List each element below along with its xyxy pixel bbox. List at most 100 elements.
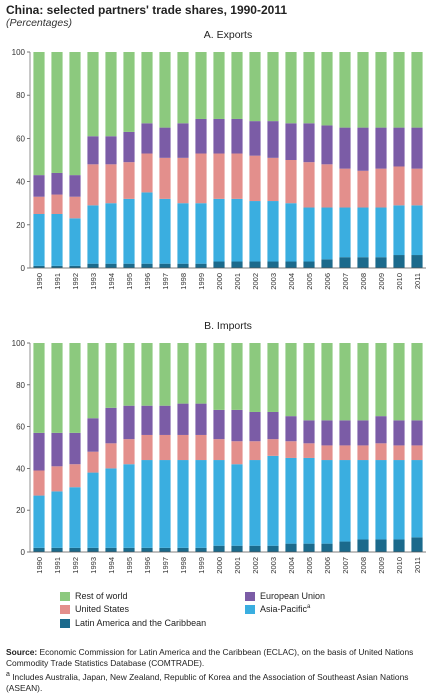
- exports-bar-2004-united-states: [285, 160, 297, 204]
- exports-bar-2004-european-union: [285, 123, 297, 160]
- exports-xtick-label-1996: 1996: [143, 273, 152, 290]
- exports-bar-1990-latin-america-and-the-caribbean: [33, 265, 45, 268]
- exports-bar-2003-united-states: [267, 157, 279, 202]
- imports-bar-2004-latin-america-and-the-caribbean: [285, 543, 297, 552]
- imports-bar-2006-latin-america-and-the-caribbean: [321, 543, 333, 552]
- imports-bar-2010-latin-america-and-the-caribbean: [393, 539, 405, 552]
- legend-label-asia-pacific: Asia-Pacifica: [260, 604, 311, 614]
- imports-bar-2001-rest-of-world: [231, 343, 243, 410]
- exports-bar-1990-asia-pacific: [33, 214, 45, 266]
- imports-bar-2005-asia-pacific: [303, 457, 315, 544]
- imports-bar-2010-united-states: [393, 445, 405, 461]
- imports-bar-1994-asia-pacific: [105, 468, 117, 548]
- exports-bar-1992-united-states: [69, 196, 81, 219]
- exports-bar-1997-latin-america-and-the-caribbean: [159, 263, 171, 268]
- legend-label-rest-of-world: Rest of world: [75, 591, 128, 601]
- imports-bar-2003-latin-america-and-the-caribbean: [267, 545, 279, 552]
- exports-bar-2000-united-states: [213, 153, 225, 199]
- source-note: Source: Economic Commission for Latin Am…: [6, 647, 428, 669]
- exports-bar-1999-rest-of-world: [195, 52, 207, 119]
- imports-bar-2005-european-union: [303, 420, 315, 444]
- exports-bar-1993-latin-america-and-the-caribbean: [87, 263, 99, 268]
- exports-xtick-label-1993: 1993: [89, 273, 98, 290]
- imports-bar-1992-european-union: [69, 432, 81, 465]
- exports-bar-1993-asia-pacific: [87, 205, 99, 264]
- imports-xtick-label-2007: 2007: [341, 557, 350, 574]
- exports-xtick-label-1997: 1997: [161, 273, 170, 290]
- imports-bar-2009-united-states: [375, 443, 387, 461]
- footnote: a Includes Australia, Japan, New Zealand…: [6, 669, 428, 694]
- exports-bar-2004-rest-of-world: [285, 52, 297, 124]
- imports-bar-2005-latin-america-and-the-caribbean: [303, 543, 315, 552]
- imports-bar-2010-asia-pacific: [393, 460, 405, 540]
- exports-xtick-label-1999: 1999: [197, 273, 206, 290]
- exports-bar-2008-united-states: [357, 170, 369, 208]
- imports-bar-1995-united-states: [123, 439, 135, 465]
- imports-bar-1993-rest-of-world: [87, 343, 99, 419]
- imports-bar-1993-united-states: [87, 451, 99, 473]
- imports-bar-2010-european-union: [393, 420, 405, 446]
- exports-bar-2006-latin-america-and-the-caribbean: [321, 259, 333, 268]
- legend-marker-asia-pacific: a: [307, 604, 311, 610]
- imports-bar-1996-asia-pacific: [141, 460, 153, 548]
- exports-bar-1991-united-states: [51, 194, 63, 214]
- exports-bar-2007-rest-of-world: [339, 52, 351, 128]
- imports-bar-2000-european-union: [213, 409, 225, 440]
- imports-xtick-label-1992: 1992: [71, 557, 80, 574]
- exports-bar-1994-rest-of-world: [105, 52, 117, 137]
- chart-title: China: selected partners' trade shares, …: [6, 3, 287, 17]
- exports-xtick-label-1998: 1998: [179, 273, 188, 290]
- imports-bar-1996-rest-of-world: [141, 343, 153, 406]
- imports-bar-1992-asia-pacific: [69, 487, 81, 548]
- imports-ytick-label-20: 20: [16, 506, 25, 515]
- exports-bar-2008-european-union: [357, 127, 369, 171]
- imports-bar-2000-rest-of-world: [213, 343, 225, 410]
- exports-bar-2006-european-union: [321, 125, 333, 165]
- legend-item-asia-pacific: Asia-Pacifica: [245, 604, 310, 614]
- imports-bar-1996-european-union: [141, 405, 153, 435]
- imports-bar-1992-latin-america-and-the-caribbean: [69, 547, 81, 552]
- exports-bar-1996-european-union: [141, 123, 153, 154]
- exports-bar-1997-rest-of-world: [159, 52, 171, 128]
- exports-bar-1993-united-states: [87, 164, 99, 206]
- imports-bar-1999-latin-america-and-the-caribbean: [195, 547, 207, 552]
- exports-bar-2004-asia-pacific: [285, 203, 297, 262]
- exports-bar-2001-european-union: [231, 118, 243, 154]
- imports-bar-2002-european-union: [249, 411, 261, 442]
- imports-bar-1993-asia-pacific: [87, 472, 99, 548]
- imports-ytick-label-0: 0: [21, 548, 26, 557]
- imports-bar-1995-latin-america-and-the-caribbean: [123, 547, 135, 552]
- exports-bar-1990-united-states: [33, 196, 45, 214]
- imports-xtick-label-2005: 2005: [305, 557, 314, 574]
- exports-bar-1996-rest-of-world: [141, 52, 153, 124]
- imports-xtick-label-2003: 2003: [269, 557, 278, 574]
- imports-xtick-label-2009: 2009: [377, 557, 386, 574]
- imports-bar-1995-rest-of-world: [123, 343, 135, 406]
- imports-bar-1990-asia-pacific: [33, 495, 45, 548]
- imports-xtick-label-2010: 2010: [395, 557, 404, 574]
- exports-bar-1994-asia-pacific: [105, 203, 117, 264]
- imports-bar-2008-asia-pacific: [357, 460, 369, 540]
- imports-bar-1994-united-states: [105, 443, 117, 469]
- exports-bar-1990-european-union: [33, 175, 45, 197]
- exports-bar-1994-united-states: [105, 164, 117, 204]
- exports-ytick-label-20: 20: [16, 221, 25, 230]
- imports-bar-2008-european-union: [357, 420, 369, 446]
- exports-bar-2005-european-union: [303, 123, 315, 163]
- imports-bar-2002-latin-america-and-the-caribbean: [249, 545, 261, 552]
- legend-item-european-union: European Union: [245, 591, 325, 601]
- exports-bar-2002-united-states: [249, 155, 261, 202]
- legend-swatch-asia-pacific: [245, 604, 255, 614]
- imports-bar-2007-rest-of-world: [339, 343, 351, 421]
- imports-bar-2004-rest-of-world: [285, 343, 297, 417]
- imports-bar-2011-rest-of-world: [411, 343, 423, 421]
- legend: Rest of world European Union United States…: [60, 591, 390, 635]
- legend-swatch-european-union: [245, 591, 255, 601]
- legend-swatch-united-states: [60, 604, 70, 614]
- exports-bar-2010-rest-of-world: [393, 52, 405, 128]
- imports-bar-2000-asia-pacific: [213, 460, 225, 546]
- exports-ytick-label-40: 40: [16, 178, 25, 187]
- exports-bar-2001-asia-pacific: [231, 198, 243, 262]
- exports-bar-1995-rest-of-world: [123, 52, 135, 132]
- exports-bar-1993-rest-of-world: [87, 52, 99, 137]
